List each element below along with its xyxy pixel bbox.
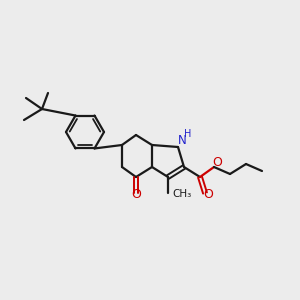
Text: N: N bbox=[178, 134, 186, 146]
Text: O: O bbox=[131, 188, 141, 200]
Text: O: O bbox=[212, 157, 222, 169]
Text: O: O bbox=[203, 188, 213, 200]
Text: CH₃: CH₃ bbox=[172, 189, 191, 199]
Text: H: H bbox=[184, 129, 192, 139]
